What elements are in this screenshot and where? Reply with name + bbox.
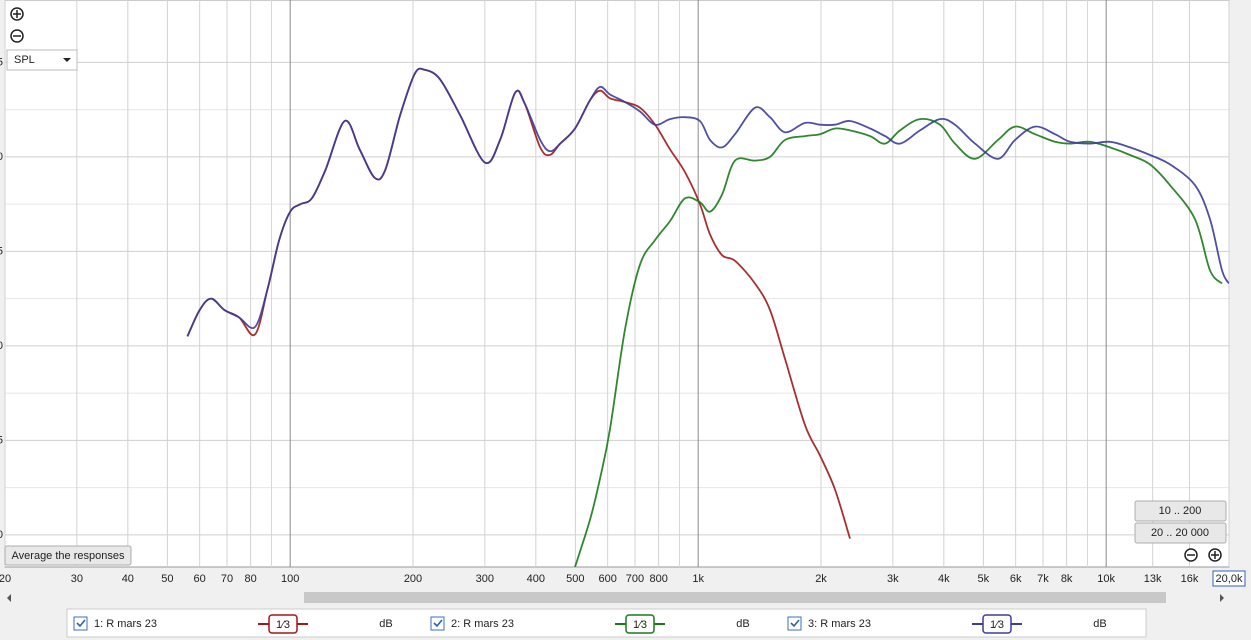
- curves: [186, 67, 1229, 567]
- x-tick-label: 13k: [1144, 573, 1162, 585]
- legend: 1: R mars 23 1⁄3 dB 2: R mars 23 1⁄3 dB 3: R m…: [73, 614, 1107, 634]
- zoom-in-bottom[interactable]: [1208, 548, 1222, 562]
- legend-checkbox[interactable]: [430, 616, 445, 631]
- average-label: Average the responses: [12, 550, 125, 562]
- legend-item[interactable]: 2: R mars 23 1⁄3 dB: [430, 614, 750, 634]
- legend-label: 2: R mars 23: [451, 618, 514, 630]
- x-tick-label: 20,0k: [1216, 573, 1243, 585]
- average-button[interactable]: Average the responses: [4, 545, 132, 566]
- x-tick-label: 400: [527, 573, 545, 585]
- zoom-out-bottom[interactable]: [1184, 548, 1198, 562]
- zoom-in-top[interactable]: [10, 7, 24, 21]
- x-tick-label: 8k: [1061, 573, 1073, 585]
- plot-area: [4, 0, 1230, 568]
- dropdown-label: SPL: [14, 54, 35, 66]
- y-tick-label: 70: [0, 529, 3, 541]
- zoom-out-top[interactable]: [10, 29, 24, 43]
- x-tick-label: 50: [161, 573, 173, 585]
- legend-label: 1: R mars 23: [94, 618, 157, 630]
- legend-item[interactable]: 1: R mars 23 1⁄3 dB: [73, 614, 393, 634]
- unit-label: dB: [379, 618, 392, 630]
- x-tick-label: 30: [71, 573, 83, 585]
- x-tick-label: 20: [0, 573, 11, 585]
- x-tick-label: 10k: [1097, 573, 1115, 585]
- x-tick-label: 60: [194, 573, 206, 585]
- x-tick-label: 16k: [1181, 573, 1199, 585]
- legend-label: 3: R mars 23: [808, 618, 871, 630]
- range-label: 20 .. 20 000: [1151, 527, 1209, 539]
- legend-checkbox[interactable]: [73, 616, 88, 631]
- y-tick-label: 75: [0, 434, 3, 446]
- x-tick-label: 3k: [887, 573, 899, 585]
- x-tick-label: 6k: [1010, 573, 1022, 585]
- smoothing-box[interactable]: [268, 614, 298, 634]
- x-tick-label: 2k: [815, 573, 827, 585]
- legend-checkbox[interactable]: [787, 616, 802, 631]
- smoothing-label: 1⁄3: [276, 619, 290, 631]
- checkmark: [76, 619, 86, 628]
- y-tick-label: 90: [0, 151, 3, 163]
- x-tick-label: 700: [626, 573, 644, 585]
- x-readout-box: [1212, 570, 1246, 587]
- range-button[interactable]: 10 .. 200: [1134, 500, 1227, 522]
- unit-label: dB: [736, 618, 749, 630]
- y-tick-label: 95: [0, 56, 3, 68]
- range-label: 10 .. 200: [1159, 505, 1202, 517]
- smoothing-box[interactable]: [625, 614, 655, 634]
- checkmark: [433, 619, 443, 628]
- dropdown[interactable]: SPL: [6, 49, 78, 71]
- legend-bar: [66, 608, 1147, 638]
- unit-label: dB: [1093, 618, 1106, 630]
- x-tick-label: 100: [281, 573, 299, 585]
- x-tick-label: 40: [122, 573, 134, 585]
- range-button[interactable]: 20 .. 20 000: [1134, 522, 1227, 544]
- x-tick-label: 7k: [1037, 573, 1049, 585]
- y-tick-label: 85: [0, 245, 3, 257]
- x-tick-label: 800: [649, 573, 667, 585]
- y-tick-label: 80: [0, 340, 3, 352]
- smoothing-box[interactable]: [982, 614, 1012, 634]
- x-tick-label: 200: [404, 573, 422, 585]
- x-tick-label: 80: [245, 573, 257, 585]
- x-tick-label: 500: [566, 573, 584, 585]
- x-tick-label: 70: [221, 573, 233, 585]
- x-tick-label: 1k: [692, 573, 704, 585]
- x-tick-label: 600: [598, 573, 616, 585]
- x-tick-label: 5k: [978, 573, 990, 585]
- checkmark: [790, 619, 800, 628]
- response-curve: [186, 67, 1229, 337]
- legend-item[interactable]: 3: R mars 23 1⁄3 dB: [787, 614, 1107, 634]
- smoothing-label: 1⁄3: [633, 619, 647, 631]
- x-tick-label: 4k: [938, 573, 950, 585]
- x-tick-label: 300: [476, 573, 494, 585]
- scrollbar[interactable]: [7, 592, 1224, 603]
- smoothing-label: 1⁄3: [990, 619, 1004, 631]
